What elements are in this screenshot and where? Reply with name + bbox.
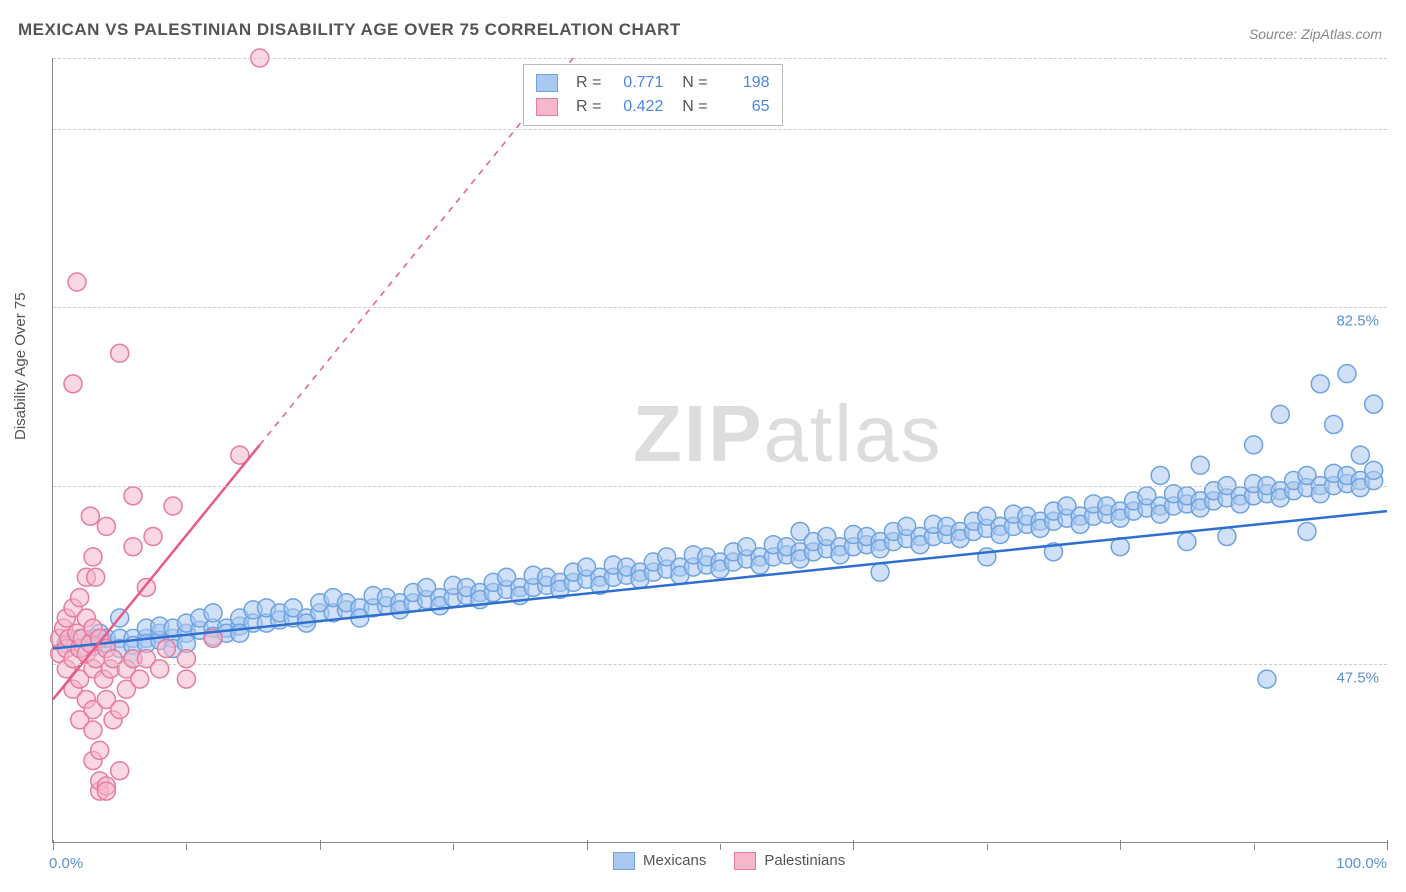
x-tick-major xyxy=(1120,840,1121,850)
y-tick-label: 82.5% xyxy=(1336,313,1379,330)
scatter-point xyxy=(1218,528,1236,546)
legend-row: R =0.771 N =198 xyxy=(536,71,770,95)
scatter-point xyxy=(1245,436,1263,454)
x-tick-minor xyxy=(987,844,988,850)
scatter-point xyxy=(68,273,86,291)
x-tick-minor xyxy=(186,844,187,850)
legend-swatch xyxy=(536,74,558,92)
scatter-point xyxy=(151,660,169,678)
x-tick-minor xyxy=(1254,844,1255,850)
scatter-point xyxy=(164,497,182,515)
source-attribution: Source: ZipAtlas.com xyxy=(1249,26,1382,42)
legend-swatch xyxy=(734,852,756,870)
scatter-point xyxy=(1191,456,1209,474)
scatter-point xyxy=(91,741,109,759)
scatter-point xyxy=(1298,522,1316,540)
gridline xyxy=(53,307,1387,308)
x-tick-major xyxy=(1387,840,1388,850)
scatter-point xyxy=(1338,365,1356,383)
scatter-point xyxy=(1271,405,1289,423)
x-tick-minor xyxy=(453,844,454,850)
x-tick-major xyxy=(587,840,588,850)
scatter-point xyxy=(124,487,142,505)
y-axis-label: Disability Age Over 75 xyxy=(12,292,29,440)
scatter-point xyxy=(1365,395,1383,413)
gridline xyxy=(53,129,1387,130)
scatter-point xyxy=(1311,375,1329,393)
y-tick-label: 47.5% xyxy=(1336,669,1379,686)
x-tick-minor xyxy=(720,844,721,850)
scatter-point xyxy=(84,548,102,566)
trend-line xyxy=(53,511,1387,648)
legend-item: Palestinians xyxy=(734,852,845,870)
legend-label: Palestinians xyxy=(764,852,845,869)
scatter-point xyxy=(1325,416,1343,434)
scatter-point xyxy=(71,589,89,607)
scatter-point xyxy=(177,650,195,668)
legend-swatch xyxy=(536,98,558,116)
scatter-point xyxy=(1151,466,1169,484)
scatter-point xyxy=(111,344,129,362)
scatter-point xyxy=(177,670,195,688)
scatter-point xyxy=(204,604,222,622)
gridline xyxy=(53,486,1387,487)
scatter-point xyxy=(97,517,115,535)
gridline xyxy=(53,664,1387,665)
legend-swatch xyxy=(613,852,635,870)
scatter-point xyxy=(111,762,129,780)
scatter-point xyxy=(157,640,175,658)
scatter-point xyxy=(84,721,102,739)
x-tick-major xyxy=(53,840,54,850)
scatter-point xyxy=(97,782,115,800)
scatter-point xyxy=(1351,446,1369,464)
legend-item: Mexicans xyxy=(613,852,706,870)
scatter-point xyxy=(81,507,99,525)
scatter-point xyxy=(64,375,82,393)
scatter-point xyxy=(1365,461,1383,479)
scatter-point xyxy=(87,568,105,586)
scatter-point xyxy=(1258,670,1276,688)
scatter-point xyxy=(124,538,142,556)
x-tick-major xyxy=(853,840,854,850)
scatter-point xyxy=(144,528,162,546)
scatter-point xyxy=(871,563,889,581)
x-axis-max-label: 100.0% xyxy=(1336,855,1387,872)
x-tick-major xyxy=(320,840,321,850)
plot-area: ZIPatlas R =0.771 N =198R =0.422 N =65 M… xyxy=(52,58,1387,843)
scatter-point xyxy=(131,670,149,688)
chart-title: MEXICAN VS PALESTINIAN DISABILITY AGE OV… xyxy=(18,20,681,40)
scatter-point xyxy=(111,701,129,719)
series-legend: Mexicans Palestinians xyxy=(613,852,845,870)
x-axis-min-label: 0.0% xyxy=(49,855,83,872)
legend-row: R =0.422 N =65 xyxy=(536,95,770,119)
correlation-legend: R =0.771 N =198R =0.422 N =65 xyxy=(523,64,783,126)
gridline xyxy=(53,58,1387,59)
legend-label: Mexicans xyxy=(643,852,706,869)
scatter-svg xyxy=(53,58,1387,842)
scatter-point xyxy=(1178,533,1196,551)
